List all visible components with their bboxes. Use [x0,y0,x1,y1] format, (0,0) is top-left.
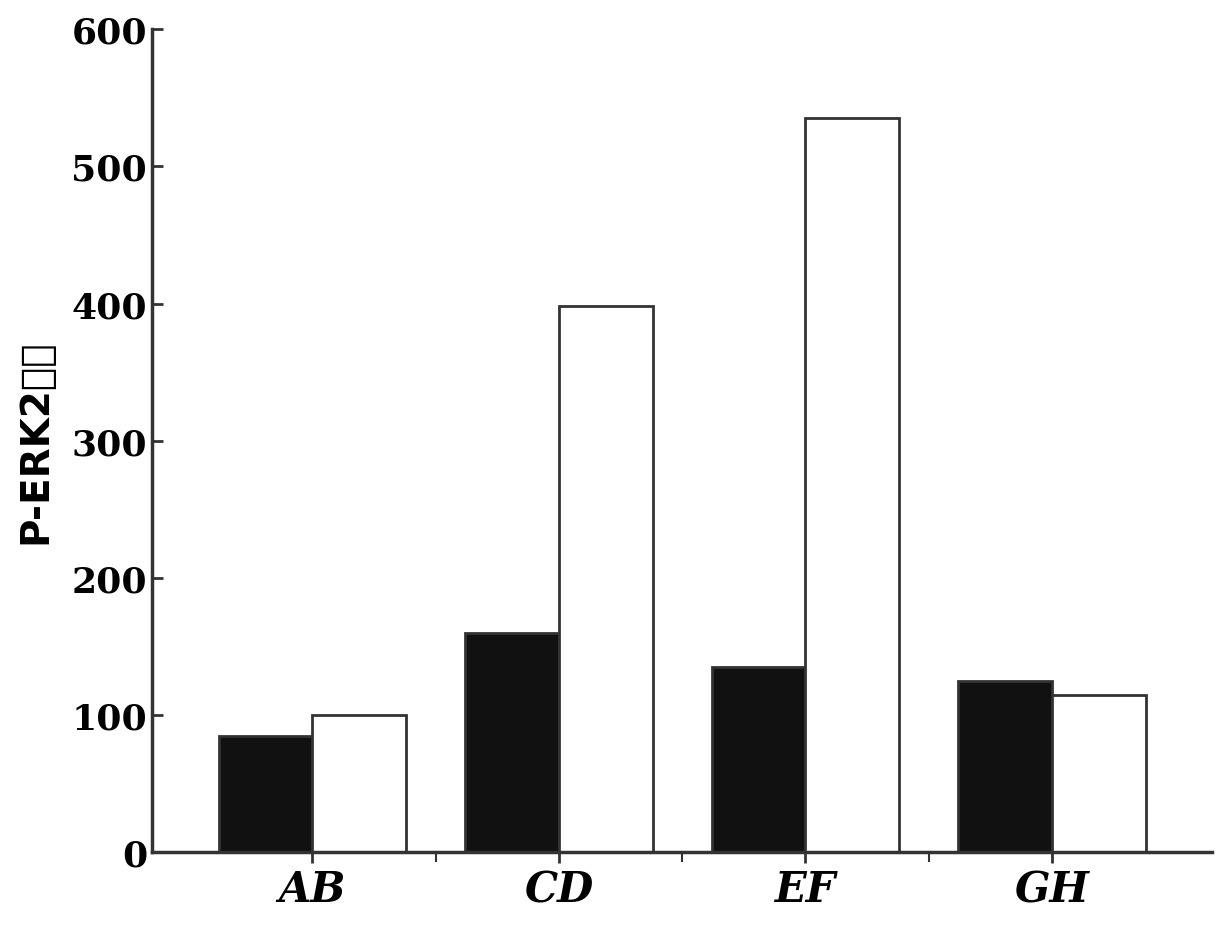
Bar [1052,695,1145,853]
Bar [712,667,805,853]
Bar [559,307,653,853]
Y-axis label: P-ERK2水平: P-ERK2水平 [17,339,54,543]
Bar [465,633,559,853]
Bar [312,716,406,853]
Bar [219,736,312,853]
Bar [805,120,900,853]
Bar [959,681,1052,853]
